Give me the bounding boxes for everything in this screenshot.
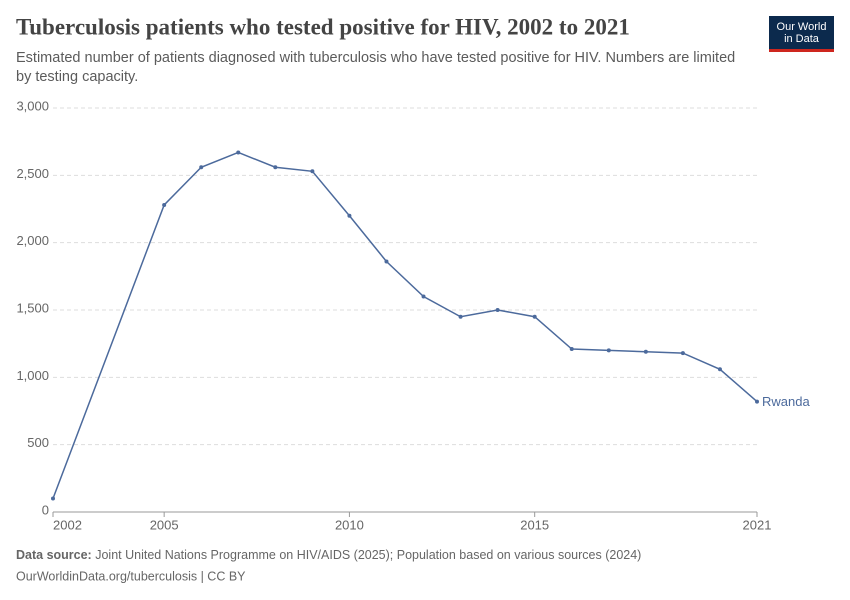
y-tick-label: 1,000 xyxy=(16,368,49,383)
chart-title: Tuberculosis patients who tested positiv… xyxy=(16,14,630,39)
logo-box: Our World in Data xyxy=(776,21,827,45)
y-tick-label: 1,500 xyxy=(16,300,49,315)
point xyxy=(273,165,278,170)
line xyxy=(52,151,758,499)
y-tick-label: 500 xyxy=(27,435,49,450)
point xyxy=(458,314,463,319)
x-tick-label: 2021 xyxy=(743,517,772,532)
point xyxy=(421,294,426,299)
y-tick-label: 2,000 xyxy=(16,233,49,248)
legend-label[interactable]: Rwanda xyxy=(762,394,810,409)
chart-subtitle: Estimated number of patients diagnosed w… xyxy=(16,50,736,85)
source: Joint United Nations Programme on HIV/AI… xyxy=(95,548,641,562)
point xyxy=(236,150,241,155)
point xyxy=(569,347,574,352)
x-tick-label: 2005 xyxy=(150,517,179,532)
x-tick-label: 2010 xyxy=(335,517,364,532)
point xyxy=(643,349,648,354)
logo-bg xyxy=(769,16,834,52)
logo-bar xyxy=(769,49,834,52)
point xyxy=(162,202,167,207)
source-line: Data source: Joint United Nations Progra… xyxy=(16,548,641,562)
point xyxy=(51,496,55,501)
point xyxy=(310,169,315,174)
x-tick-label: 2015 xyxy=(520,517,549,532)
point xyxy=(495,308,500,312)
y-tick-label: 2,500 xyxy=(16,166,49,181)
point xyxy=(717,367,722,372)
logo[interactable]: Our World in Data xyxy=(776,21,827,45)
y-tick-label: 0 xyxy=(42,502,49,517)
source-label: Data source: xyxy=(16,548,92,562)
url[interactable]: OurWorldinData.org/tuberculosis | CC BY xyxy=(16,569,246,583)
point xyxy=(347,213,352,218)
point xyxy=(532,314,537,319)
point xyxy=(199,165,204,170)
y-tick-label: 3,000 xyxy=(16,98,49,113)
point xyxy=(384,259,389,264)
point xyxy=(680,351,685,356)
x-tick-label: 2002 xyxy=(53,517,82,532)
point xyxy=(606,348,611,353)
point xyxy=(755,399,759,404)
subtitle-box: Estimated number of patients diagnosed w… xyxy=(16,50,736,85)
